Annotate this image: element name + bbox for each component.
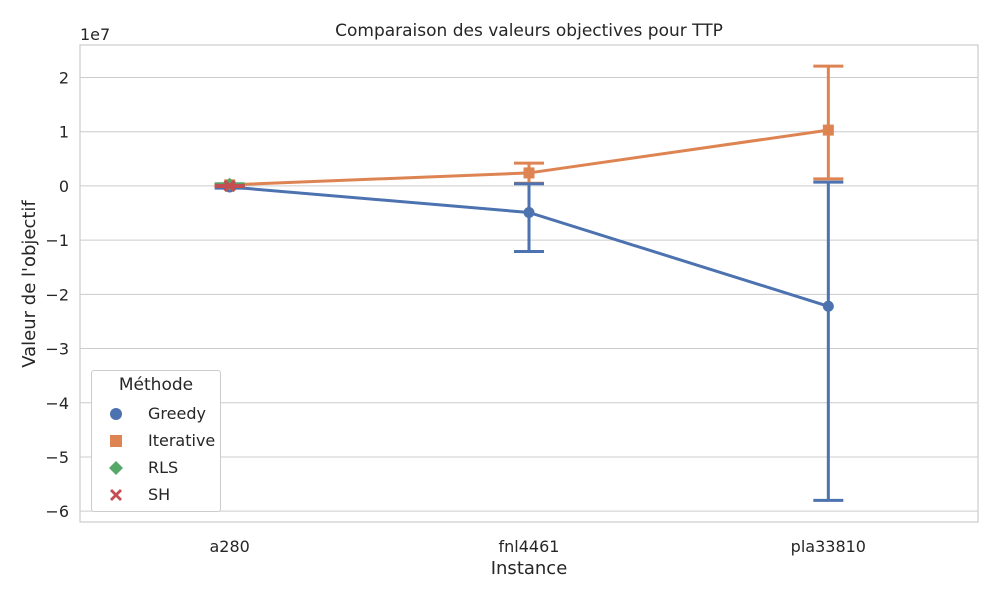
- data-point: [223, 179, 236, 193]
- x-axis-label: Instance: [491, 558, 568, 579]
- y-tick-label: −5: [45, 448, 69, 467]
- legend-item-rls: RLS: [92, 457, 220, 479]
- y-tick-label: −4: [45, 394, 69, 413]
- y-tick-label: −6: [45, 502, 69, 521]
- square-marker-icon: [110, 435, 122, 447]
- legend-item-iterative: Iterative: [92, 430, 220, 452]
- circle-marker-icon: [110, 408, 122, 420]
- legend-label: Greedy: [148, 404, 206, 423]
- y-tick-label: −2: [45, 285, 69, 304]
- legend-label: SH: [148, 485, 171, 504]
- y-tick-label: −3: [45, 340, 69, 359]
- x-tick-label: a280: [209, 537, 249, 556]
- diamond-marker-icon: [109, 461, 123, 475]
- y-axis-label: Valeur de l'objectif: [19, 200, 40, 368]
- legend-label: Iterative: [148, 431, 216, 450]
- series-greedy: [214, 180, 844, 502]
- y-scale-label: 1e7: [80, 25, 110, 44]
- y-tick-label: 1: [59, 123, 69, 142]
- plot-frame: [79, 44, 979, 523]
- y-tick-label: 0: [59, 177, 69, 196]
- data-point: [523, 167, 535, 179]
- data-point: [822, 124, 834, 136]
- x-tick-label: pla33810: [791, 537, 866, 556]
- data-point: [523, 206, 535, 218]
- axes: 2 1 0 −1 −2 −3 −4 −5 −6 a280 fnl4461 pla33810: [45, 44, 979, 556]
- series-iterative: [214, 64, 844, 191]
- x-tick-label: fnl4461: [499, 537, 560, 556]
- y-tick-label: 2: [59, 69, 69, 88]
- y-tick-label: −1: [45, 231, 69, 250]
- legend-item-greedy: Greedy: [92, 403, 220, 425]
- legend: Méthode Greedy Iterative RLS SH: [91, 370, 221, 512]
- series-sh: [214, 179, 245, 193]
- data-point: [822, 300, 834, 312]
- legend-label: RLS: [148, 458, 179, 477]
- chart-title: Comparaison des valeurs objectives pour …: [335, 21, 723, 41]
- series-layer: [214, 64, 844, 502]
- legend-item-sh: SH: [92, 484, 220, 506]
- legend-title: Méthode: [118, 375, 194, 395]
- x-marker-icon: [110, 489, 122, 501]
